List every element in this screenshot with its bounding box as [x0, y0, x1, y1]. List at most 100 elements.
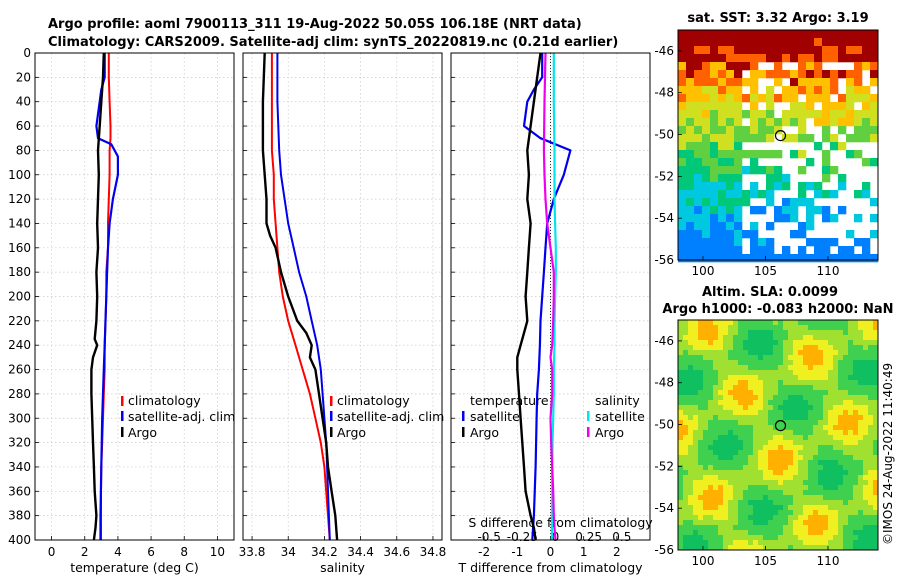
map-cell	[748, 365, 754, 371]
map-cell	[763, 495, 769, 501]
map-cell	[846, 110, 855, 119]
map-cell	[862, 86, 871, 95]
map-cell	[733, 465, 739, 471]
map-cell	[868, 500, 874, 506]
ytick-label-16: 320	[8, 436, 31, 450]
map-cell	[773, 530, 779, 536]
map-cell	[838, 360, 844, 366]
map-cell	[853, 390, 859, 396]
map-ytick-label-4: -54	[654, 501, 674, 515]
map-cell	[698, 510, 704, 516]
map-cell	[808, 540, 814, 546]
map-cell	[728, 525, 734, 531]
map-cell	[838, 345, 844, 351]
map-cell	[798, 350, 804, 356]
map-cell	[734, 126, 743, 135]
map-cell	[726, 78, 735, 87]
map-cell	[863, 360, 869, 366]
map-cell	[778, 340, 784, 346]
map-cell	[782, 254, 791, 263]
map-cell	[778, 450, 784, 456]
map-cell	[798, 365, 804, 371]
map-cell	[758, 134, 767, 143]
map-cell	[718, 214, 727, 223]
map-cell	[750, 158, 759, 167]
map-cell	[853, 395, 859, 401]
secondary-tick-0: -0.5	[477, 530, 500, 544]
map-cell	[818, 545, 824, 551]
map-cell	[678, 385, 684, 391]
map-cell	[843, 465, 849, 471]
map-cell	[688, 535, 694, 541]
map-cell	[823, 525, 829, 531]
map-cell	[743, 320, 749, 326]
map-cell	[838, 445, 844, 451]
map-cell	[838, 500, 844, 506]
map-cell	[814, 110, 823, 119]
map-cell	[838, 385, 844, 391]
map-cell	[818, 375, 824, 381]
map-cell	[693, 405, 699, 411]
map-cell	[798, 340, 804, 346]
map-cell	[783, 350, 789, 356]
map-cell	[733, 375, 739, 381]
map-cell	[702, 86, 711, 95]
map-cell	[708, 415, 714, 421]
map-cell	[718, 515, 724, 521]
map-cell	[758, 540, 764, 546]
map-frame	[677, 29, 879, 261]
map-cell	[688, 495, 694, 501]
map-cell	[763, 485, 769, 491]
map-cell	[758, 525, 764, 531]
map-cell	[774, 46, 783, 55]
map-cell	[813, 535, 819, 541]
map-cell	[808, 330, 814, 336]
map-cell	[718, 415, 724, 421]
map-cell	[814, 54, 823, 63]
map-cell	[803, 535, 809, 541]
map-cell	[848, 425, 854, 431]
map-cell	[838, 530, 844, 536]
map-cell	[863, 330, 869, 336]
map-cell	[783, 530, 789, 536]
xtick-label-1: -1	[511, 545, 523, 559]
argo-location-marker	[774, 129, 787, 142]
map-cell	[846, 102, 855, 111]
map-cell	[853, 520, 859, 526]
map-cell	[793, 495, 799, 501]
map-cell	[862, 238, 871, 247]
map-cell	[710, 30, 719, 39]
map-cell	[858, 480, 864, 486]
map-cell	[854, 78, 863, 87]
map-cell	[683, 530, 689, 536]
map-cell	[793, 520, 799, 526]
map-cell	[708, 485, 714, 491]
map-cell	[713, 510, 719, 516]
map-cell	[683, 370, 689, 376]
map-cell	[813, 470, 819, 476]
map-cell	[718, 365, 724, 371]
map-cell	[710, 166, 719, 175]
map-cell	[742, 62, 751, 71]
map-cell	[718, 30, 727, 39]
map-cell	[806, 102, 815, 111]
map-cell	[783, 325, 789, 331]
map-cell	[768, 545, 774, 551]
map-cell	[848, 495, 854, 501]
map-cell	[806, 62, 815, 71]
map-cell	[693, 415, 699, 421]
map-cell	[713, 345, 719, 351]
legend3-s-argo: Argo	[595, 425, 624, 440]
map-cell	[758, 500, 764, 506]
map-cell	[823, 500, 829, 506]
map-cell	[814, 246, 823, 255]
map-cell	[768, 415, 774, 421]
map-cell	[813, 540, 819, 546]
map-cell	[766, 86, 775, 95]
ytick-label-3: 60	[16, 119, 31, 133]
map-cell	[688, 335, 694, 341]
map-cell	[703, 490, 709, 496]
map-cell	[726, 254, 735, 263]
map-cell	[688, 475, 694, 481]
map-cell	[813, 345, 819, 351]
